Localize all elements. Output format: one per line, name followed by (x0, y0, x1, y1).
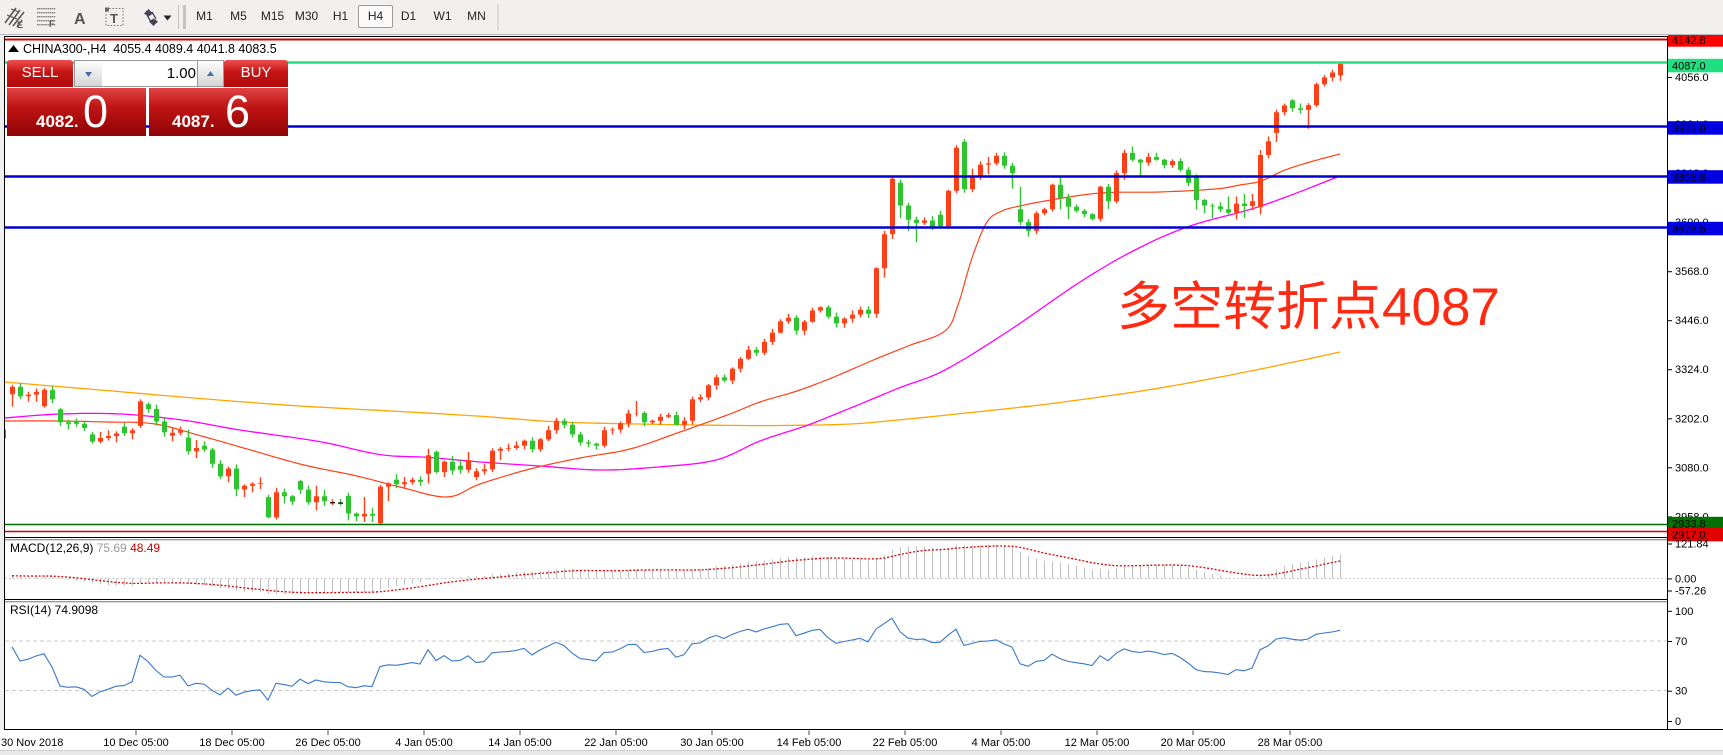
svg-text:4056.0: 4056.0 (1675, 72, 1709, 84)
svg-text:22 Jan 05:00: 22 Jan 05:00 (584, 737, 648, 749)
svg-text:70: 70 (1675, 636, 1687, 648)
svg-text:E: E (17, 20, 23, 30)
svg-text:-57.26: -57.26 (1675, 586, 1706, 598)
svg-text:4087: 4087 (1382, 278, 1500, 337)
svg-text:T: T (110, 11, 118, 26)
svg-text:14 Feb 05:00: 14 Feb 05:00 (777, 737, 842, 749)
svg-text:3676.5: 3676.5 (1672, 224, 1706, 236)
svg-text:4142.8: 4142.8 (1672, 35, 1706, 47)
svg-text:100: 100 (1675, 606, 1693, 618)
svg-text:4 Mar 05:00: 4 Mar 05:00 (972, 737, 1031, 749)
svg-text:30: 30 (1675, 686, 1687, 698)
svg-text:3324.0: 3324.0 (1675, 364, 1709, 376)
svg-text:4087.0: 4087.0 (1672, 61, 1706, 73)
svg-text:28 Mar 05:00: 28 Mar 05:00 (1258, 737, 1323, 749)
svg-text:18 Dec 05:00: 18 Dec 05:00 (199, 737, 264, 749)
svg-text:3446.0: 3446.0 (1675, 315, 1709, 327)
svg-text:4 Jan 05:00: 4 Jan 05:00 (395, 737, 453, 749)
svg-text:0: 0 (1675, 716, 1681, 728)
svg-text:10 Dec 05:00: 10 Dec 05:00 (103, 737, 168, 749)
svg-text:3202.0: 3202.0 (1675, 413, 1709, 425)
svg-text:26 Dec 05:00: 26 Dec 05:00 (295, 737, 360, 749)
svg-text:30 Jan 05:00: 30 Jan 05:00 (680, 737, 744, 749)
svg-text:20 Mar 05:00: 20 Mar 05:00 (1161, 737, 1226, 749)
svg-text:12 Mar 05:00: 12 Mar 05:00 (1065, 737, 1130, 749)
svg-text:30 Nov 2018: 30 Nov 2018 (1, 737, 63, 749)
svg-text:3926.0: 3926.0 (1672, 123, 1706, 135)
svg-text:F: F (49, 19, 55, 29)
svg-text:14 Jan 05:00: 14 Jan 05:00 (488, 737, 552, 749)
svg-text:3080.0: 3080.0 (1675, 462, 1709, 474)
svg-text:3803.8: 3803.8 (1672, 172, 1706, 184)
svg-text:MACD(12,26,9) 75.69 48.49: MACD(12,26,9) 75.69 48.49 (10, 541, 160, 555)
svg-text:RSI(14) 74.9098: RSI(14) 74.9098 (10, 603, 98, 617)
svg-text:2933.8: 2933.8 (1672, 519, 1706, 531)
svg-text:121.84: 121.84 (1675, 539, 1709, 551)
svg-text:A: A (74, 11, 86, 28)
svg-text:3568.0: 3568.0 (1675, 266, 1709, 278)
svg-text:0.00: 0.00 (1675, 573, 1696, 585)
svg-text:2917.0: 2917.0 (1672, 530, 1706, 542)
svg-text:CHINA300-,H4 4055.4 4089.4 40: CHINA300-,H4 4055.4 4089.4 4041.8 4083.5 (23, 42, 277, 56)
svg-text:22 Feb 05:00: 22 Feb 05:00 (873, 737, 938, 749)
